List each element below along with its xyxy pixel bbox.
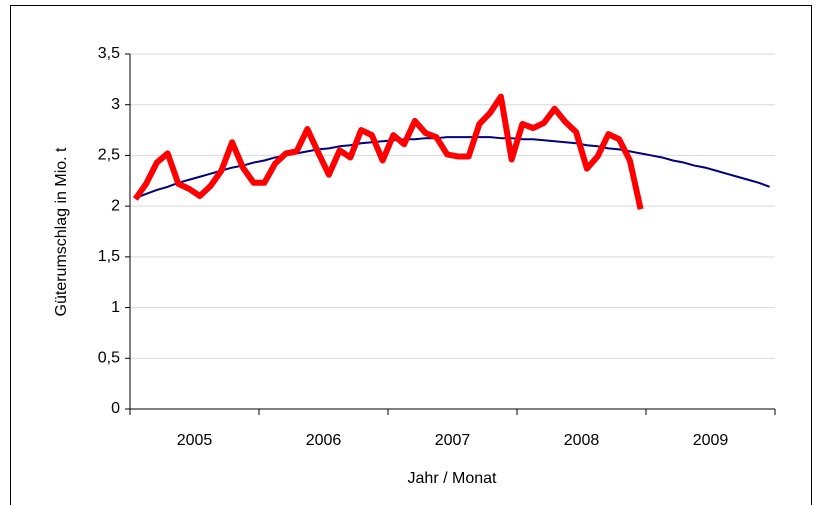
y-tick-label: 1: [111, 299, 120, 316]
x-tick-label: 2006: [306, 432, 342, 449]
x-tick-label: 2007: [435, 432, 471, 449]
y-tick-label: 2: [111, 197, 120, 214]
x-axis-title: Jahr / Monat: [408, 470, 497, 487]
data-line: [132, 93, 644, 210]
x-tick-label: 2009: [693, 432, 729, 449]
x-tick-label: 2008: [564, 432, 600, 449]
y-axis-title: Güterumschlag in Mio. t: [53, 147, 70, 317]
y-tick-label: 2,5: [98, 147, 120, 164]
chart-frame: [10, 5, 812, 505]
y-tick-label: 0,5: [98, 350, 120, 367]
y-tick-label: 0: [111, 400, 120, 417]
y-tick-label: 3: [111, 96, 120, 113]
y-tick-label: 3,5: [98, 45, 120, 62]
y-tick-label: 1,5: [98, 248, 120, 265]
x-tick-label: 2005: [177, 432, 213, 449]
